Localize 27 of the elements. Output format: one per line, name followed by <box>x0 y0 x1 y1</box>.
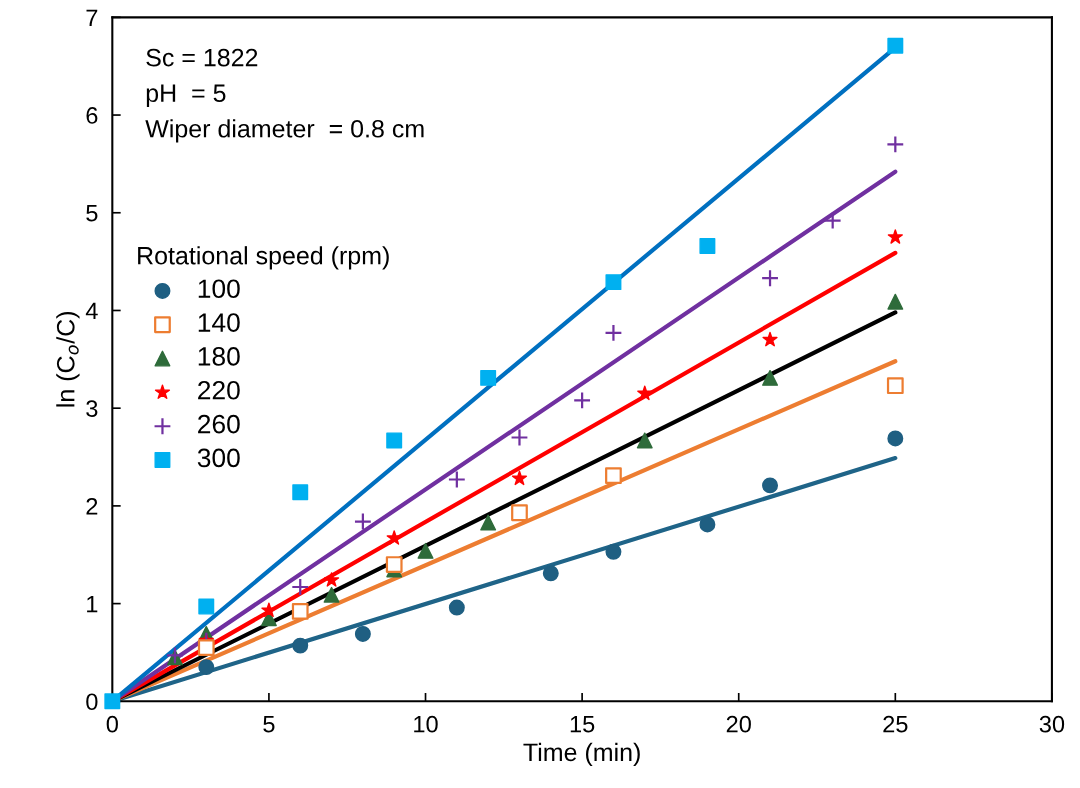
x-tick-label: 25 <box>883 715 908 733</box>
annotation: pH = 5 <box>146 84 226 107</box>
legend-title: Rotational speed (rpm) <box>138 246 389 270</box>
legend-label: 100 <box>198 279 240 299</box>
y-tick-label: 5 <box>86 205 98 222</box>
y-tick-label: 3 <box>86 400 98 417</box>
annotation: Wiper diameter = 0.8 cm <box>145 119 424 143</box>
legend-label: 180 <box>198 347 240 366</box>
x-tick-label: 0 <box>106 715 118 733</box>
y-tick-label: 0 <box>86 693 98 711</box>
x-tick-label: 10 <box>414 715 438 733</box>
legend-label: 300 <box>197 448 240 468</box>
y-tick-label: 4 <box>85 302 98 320</box>
legend-label: 140 <box>198 313 240 332</box>
legend-label: 260 <box>198 414 240 434</box>
y-tick-label: 7 <box>86 9 98 26</box>
x-tick-label: 30 <box>1039 715 1065 733</box>
y-tick-label: 6 <box>86 107 98 124</box>
annotation: Sc = 1822 <box>146 48 258 67</box>
y-axis-title: ln (C$_{o}$/C) <box>56 312 80 407</box>
x-tick-label: 20 <box>726 715 751 733</box>
y-tick-label: 2 <box>86 497 98 515</box>
legend-label: 220 <box>198 380 240 400</box>
x-tick-label: 15 <box>570 716 595 733</box>
x-axis-title: Time (min) <box>523 742 640 767</box>
y-tick-label: 1 <box>87 595 98 613</box>
x-tick-label: 5 <box>263 716 275 733</box>
